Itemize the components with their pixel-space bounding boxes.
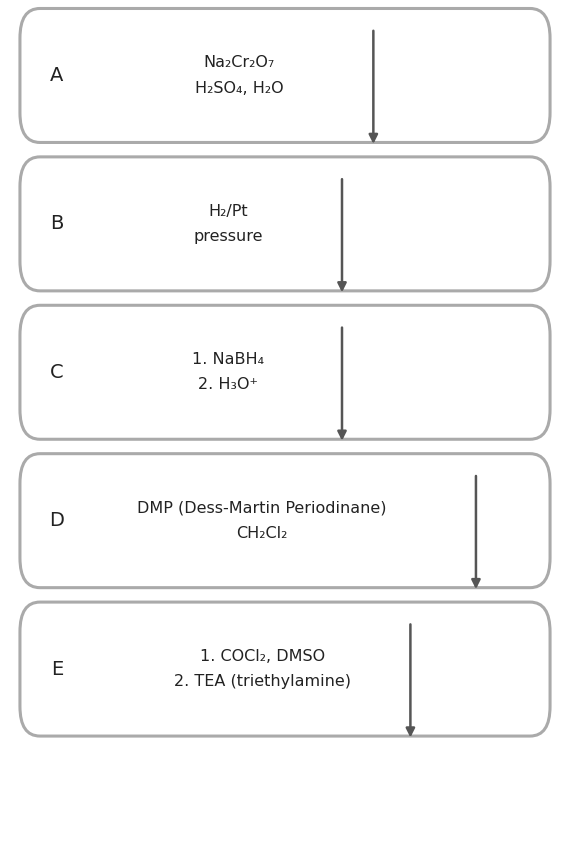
FancyBboxPatch shape bbox=[20, 454, 550, 588]
FancyBboxPatch shape bbox=[20, 602, 550, 736]
Text: 1. COCl₂, DMSO: 1. COCl₂, DMSO bbox=[200, 649, 325, 664]
Text: DMP (Dess-Martin Periodinane): DMP (Dess-Martin Periodinane) bbox=[137, 500, 387, 516]
Text: Na₂Cr₂O₇: Na₂Cr₂O₇ bbox=[204, 55, 275, 70]
Text: H₂/Pt: H₂/Pt bbox=[208, 204, 248, 219]
FancyBboxPatch shape bbox=[20, 305, 550, 439]
Text: 1. NaBH₄: 1. NaBH₄ bbox=[192, 352, 264, 367]
Text: D: D bbox=[50, 511, 64, 530]
Text: 2. H₃O⁺: 2. H₃O⁺ bbox=[198, 377, 258, 393]
Text: H₂SO₄, H₂O: H₂SO₄, H₂O bbox=[195, 81, 284, 96]
Text: A: A bbox=[50, 66, 64, 85]
Text: C: C bbox=[50, 363, 64, 382]
Text: B: B bbox=[50, 215, 64, 233]
FancyBboxPatch shape bbox=[20, 157, 550, 291]
FancyBboxPatch shape bbox=[20, 8, 550, 142]
Text: CH₂Cl₂: CH₂Cl₂ bbox=[237, 526, 288, 541]
Text: pressure: pressure bbox=[193, 229, 263, 244]
Text: 2. TEA (triethylamine): 2. TEA (triethylamine) bbox=[174, 674, 351, 689]
Text: E: E bbox=[51, 660, 63, 678]
